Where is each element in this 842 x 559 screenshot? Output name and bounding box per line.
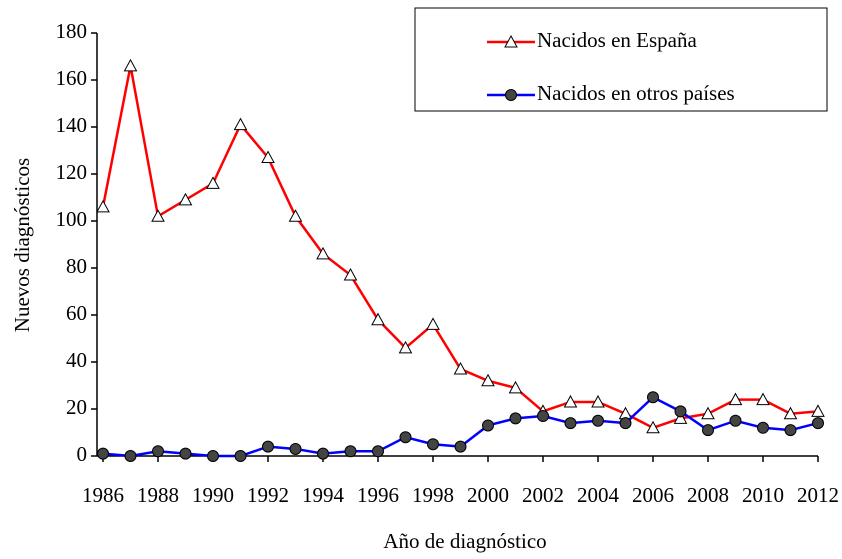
legend-box	[414, 7, 828, 112]
data-point	[178, 192, 193, 206]
data-point	[344, 445, 357, 458]
x-tick-label: 2000	[467, 483, 509, 507]
data-point	[343, 268, 358, 281]
y-tick-label: 180	[56, 19, 88, 43]
data-point	[206, 176, 220, 189]
data-point	[454, 440, 467, 453]
x-tick-label: 1988	[137, 483, 179, 507]
data-point	[701, 406, 715, 420]
data-point	[812, 417, 824, 430]
x-tick-label: 1992	[247, 483, 289, 507]
data-point	[673, 411, 688, 424]
data-point	[152, 445, 164, 458]
legend-marker	[504, 34, 518, 48]
x-tick-label: 1996	[357, 483, 399, 507]
y-tick-label: 160	[56, 66, 88, 90]
data-point	[261, 150, 275, 164]
x-axis-title: Año de diagnóstico	[383, 529, 546, 553]
data-point	[179, 447, 192, 460]
data-point	[207, 450, 219, 462]
data-point	[674, 405, 687, 418]
x-tick-label: 2006	[632, 483, 674, 507]
data-point	[647, 391, 659, 404]
y-tick-label: 140	[56, 113, 88, 137]
x-tick-label: 2010	[742, 483, 784, 507]
data-point	[729, 414, 742, 427]
x-tick-label: 2002	[522, 483, 564, 507]
data-point	[646, 420, 660, 434]
data-point	[371, 312, 385, 326]
x-tick-label: 2004	[577, 483, 620, 507]
data-point	[756, 392, 770, 406]
data-point	[289, 442, 302, 455]
y-axis-title: Nuevos diagnósticos	[10, 158, 34, 332]
data-point	[509, 412, 522, 425]
x-tick-label: 1986	[82, 483, 124, 507]
data-point	[482, 419, 494, 432]
data-point	[702, 424, 714, 437]
data-point	[233, 117, 248, 131]
data-point	[124, 450, 137, 462]
legend-label: Nacidos en España	[537, 28, 697, 52]
data-point	[537, 410, 549, 423]
data-point	[262, 440, 274, 453]
data-point	[591, 394, 605, 408]
y-tick-label: 100	[56, 207, 88, 231]
data-point	[151, 209, 165, 222]
data-point	[564, 417, 577, 430]
data-point	[372, 445, 384, 458]
data-point	[96, 199, 110, 213]
data-point	[399, 431, 412, 444]
data-point	[563, 394, 578, 408]
data-point	[481, 373, 495, 387]
data-point	[592, 414, 604, 427]
data-point	[508, 380, 523, 394]
data-point	[453, 362, 468, 375]
data-point	[97, 447, 109, 460]
data-point	[234, 450, 247, 462]
data-point	[757, 421, 769, 434]
y-tick-label: 20	[66, 395, 87, 419]
data-point	[288, 209, 303, 222]
x-tick-label: 1994	[302, 483, 345, 507]
data-point	[427, 438, 439, 451]
data-point	[317, 447, 329, 460]
data-point	[728, 392, 743, 406]
y-tick-label: 120	[56, 160, 88, 184]
x-tick-label: 2008	[687, 483, 729, 507]
data-point	[123, 58, 138, 72]
data-point	[619, 417, 632, 430]
data-point	[783, 406, 798, 420]
x-tick-label: 1998	[412, 483, 454, 507]
data-point	[784, 424, 797, 437]
x-tick-label: 2012	[797, 483, 839, 507]
data-point	[811, 404, 825, 417]
data-point	[426, 317, 440, 330]
data-point	[316, 246, 330, 260]
data-point	[398, 340, 413, 354]
y-tick-label: 0	[77, 442, 88, 466]
y-tick-label: 60	[66, 301, 87, 325]
x-tick-label: 1990	[192, 483, 234, 507]
y-tick-label: 80	[66, 254, 87, 278]
legend-marker	[505, 89, 517, 101]
legend-label: Nacidos en otros países	[537, 81, 735, 105]
y-tick-label: 40	[66, 348, 87, 372]
